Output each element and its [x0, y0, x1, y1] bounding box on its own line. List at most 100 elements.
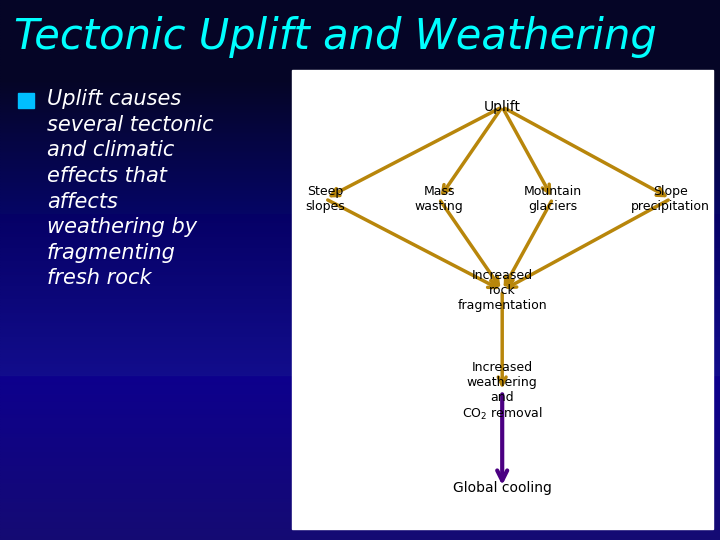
- Bar: [0, 81, 720, 84]
- Bar: [0, 127, 720, 130]
- Bar: [0, 281, 720, 284]
- Bar: [0, 437, 720, 440]
- Bar: [0, 143, 720, 146]
- Bar: [0, 481, 720, 483]
- Bar: [0, 370, 720, 373]
- Bar: [0, 46, 720, 49]
- Bar: [0, 108, 720, 111]
- Bar: [0, 0, 720, 3]
- Bar: [0, 267, 720, 270]
- Bar: [0, 227, 720, 229]
- Bar: [0, 11, 720, 14]
- Bar: [0, 254, 720, 256]
- Bar: [0, 321, 720, 324]
- Bar: [0, 154, 720, 157]
- Bar: [0, 138, 720, 140]
- Bar: [18, 93, 34, 108]
- Bar: [0, 424, 720, 427]
- Bar: [0, 16, 720, 19]
- Bar: [0, 327, 720, 329]
- Bar: [0, 459, 720, 462]
- Bar: [0, 340, 720, 343]
- Bar: [0, 310, 720, 313]
- Text: Increased
rock
fragmentation: Increased rock fragmentation: [457, 269, 547, 312]
- Bar: [0, 421, 720, 424]
- Bar: [0, 364, 720, 367]
- Bar: [0, 151, 720, 154]
- Bar: [0, 232, 720, 235]
- Bar: [0, 435, 720, 437]
- Bar: [0, 238, 720, 240]
- Bar: [0, 211, 720, 213]
- Bar: [0, 259, 720, 262]
- Bar: [0, 373, 720, 375]
- Bar: [0, 451, 720, 454]
- Bar: [0, 516, 720, 518]
- Bar: [0, 400, 720, 402]
- Bar: [0, 251, 720, 254]
- Bar: [0, 505, 720, 508]
- Bar: [0, 397, 720, 400]
- Bar: [0, 392, 720, 394]
- Bar: [0, 472, 720, 475]
- Bar: [0, 194, 720, 197]
- Bar: [0, 297, 720, 300]
- Bar: [0, 356, 720, 359]
- Bar: [0, 470, 720, 472]
- Bar: [0, 27, 720, 30]
- Bar: [0, 65, 720, 68]
- Bar: [0, 200, 720, 202]
- Bar: [0, 205, 720, 208]
- Bar: [0, 240, 720, 243]
- Bar: [0, 497, 720, 500]
- Bar: [0, 316, 720, 319]
- Bar: [0, 140, 720, 143]
- Text: Slope
precipitation: Slope precipitation: [631, 185, 710, 213]
- Bar: [0, 265, 720, 267]
- Bar: [0, 448, 720, 451]
- Bar: [0, 273, 720, 275]
- Bar: [0, 402, 720, 405]
- Bar: [0, 386, 720, 389]
- Bar: [0, 221, 720, 224]
- Bar: [0, 94, 720, 97]
- Bar: [0, 383, 720, 386]
- Bar: [0, 537, 720, 540]
- Text: Uplift: Uplift: [484, 100, 521, 114]
- Bar: [0, 378, 720, 381]
- Bar: [0, 14, 720, 16]
- Bar: [0, 5, 720, 8]
- Bar: [0, 113, 720, 116]
- Bar: [0, 76, 720, 78]
- Bar: [0, 78, 720, 81]
- Bar: [0, 189, 720, 192]
- Bar: [0, 518, 720, 521]
- Bar: [0, 111, 720, 113]
- Bar: [0, 216, 720, 219]
- Text: Increased
weathering
and
CO$_2$ removal: Increased weathering and CO$_2$ removal: [462, 361, 542, 422]
- Bar: [0, 57, 720, 59]
- Bar: [0, 343, 720, 346]
- Bar: [0, 116, 720, 119]
- Bar: [0, 289, 720, 292]
- Bar: [0, 413, 720, 416]
- Bar: [0, 535, 720, 537]
- Bar: [0, 502, 720, 505]
- Bar: [0, 176, 720, 178]
- Bar: [0, 483, 720, 486]
- Bar: [0, 130, 720, 132]
- Bar: [0, 456, 720, 459]
- Bar: [0, 159, 720, 162]
- Bar: [0, 89, 720, 92]
- Bar: [0, 275, 720, 278]
- Bar: [0, 224, 720, 227]
- Bar: [0, 332, 720, 335]
- Bar: [0, 284, 720, 286]
- Bar: [0, 532, 720, 535]
- Text: Tectonic Uplift and Weathering: Tectonic Uplift and Weathering: [14, 16, 657, 58]
- Bar: [0, 389, 720, 392]
- Bar: [0, 367, 720, 370]
- Bar: [0, 319, 720, 321]
- Bar: [0, 3, 720, 5]
- Bar: [0, 148, 720, 151]
